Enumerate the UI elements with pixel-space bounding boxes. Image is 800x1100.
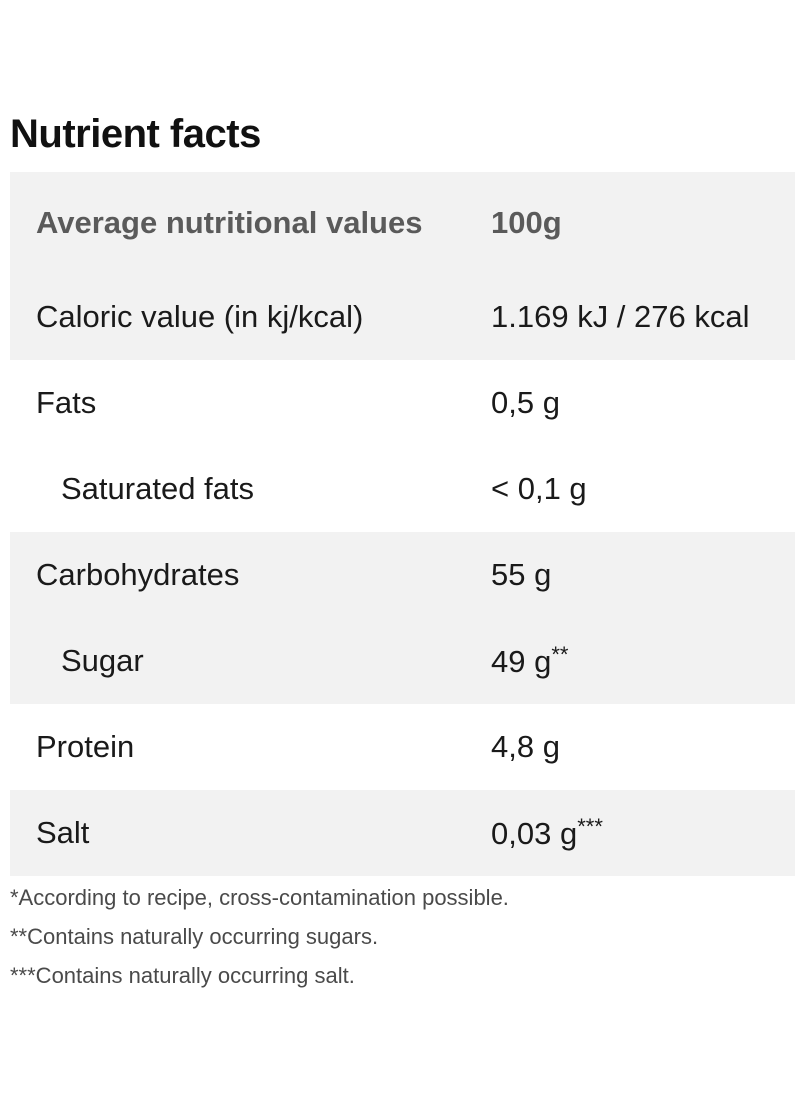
footnote: ***Contains naturally occurring salt.: [10, 963, 355, 988]
footnote-mark: **: [551, 642, 569, 667]
row-label: Fats: [36, 385, 97, 420]
page-title: Nutrient facts: [10, 112, 261, 156]
table-row: Sugar 49 g**: [10, 618, 795, 704]
row-label: Saturated fats: [61, 471, 255, 506]
table-row: Fats 0,5 g: [10, 360, 795, 446]
row-value: 1.169 kJ / 276 kcal: [491, 299, 750, 334]
header-value: 100g: [491, 205, 562, 240]
header-label: Average nutritional values: [36, 205, 423, 240]
table-header-row: Average nutritional values 100g: [10, 172, 795, 274]
row-value: 49 g**: [491, 642, 569, 679]
table-row: Protein 4,8 g: [10, 704, 795, 790]
footnotes: *According to recipe, cross-contaminatio…: [10, 878, 509, 995]
row-label: Caloric value (in kj/kcal): [36, 299, 364, 334]
table-row: Salt 0,03 g***: [10, 790, 795, 876]
table-row: Caloric value (in kj/kcal) 1.169 kJ / 27…: [10, 274, 795, 360]
nutrition-table: Average nutritional values 100g Caloric …: [10, 172, 795, 876]
row-value: 0,03 g***: [491, 814, 603, 851]
footnote-mark: ***: [577, 814, 603, 839]
row-value: 0,5 g: [491, 385, 560, 420]
footnote: **Contains naturally occurring sugars.: [10, 924, 379, 949]
row-value: < 0,1 g: [491, 471, 587, 506]
row-value: 55 g: [491, 557, 552, 592]
row-label: Salt: [36, 815, 90, 850]
footnote: *According to recipe, cross-contaminatio…: [10, 885, 509, 910]
row-label: Sugar: [61, 643, 144, 678]
row-label: Protein: [36, 729, 135, 764]
row-label: Carbohydrates: [36, 557, 240, 592]
table-row: Saturated fats < 0,1 g: [10, 446, 795, 532]
row-value: 4,8 g: [491, 729, 560, 764]
table-row: Carbohydrates 55 g: [10, 532, 795, 618]
